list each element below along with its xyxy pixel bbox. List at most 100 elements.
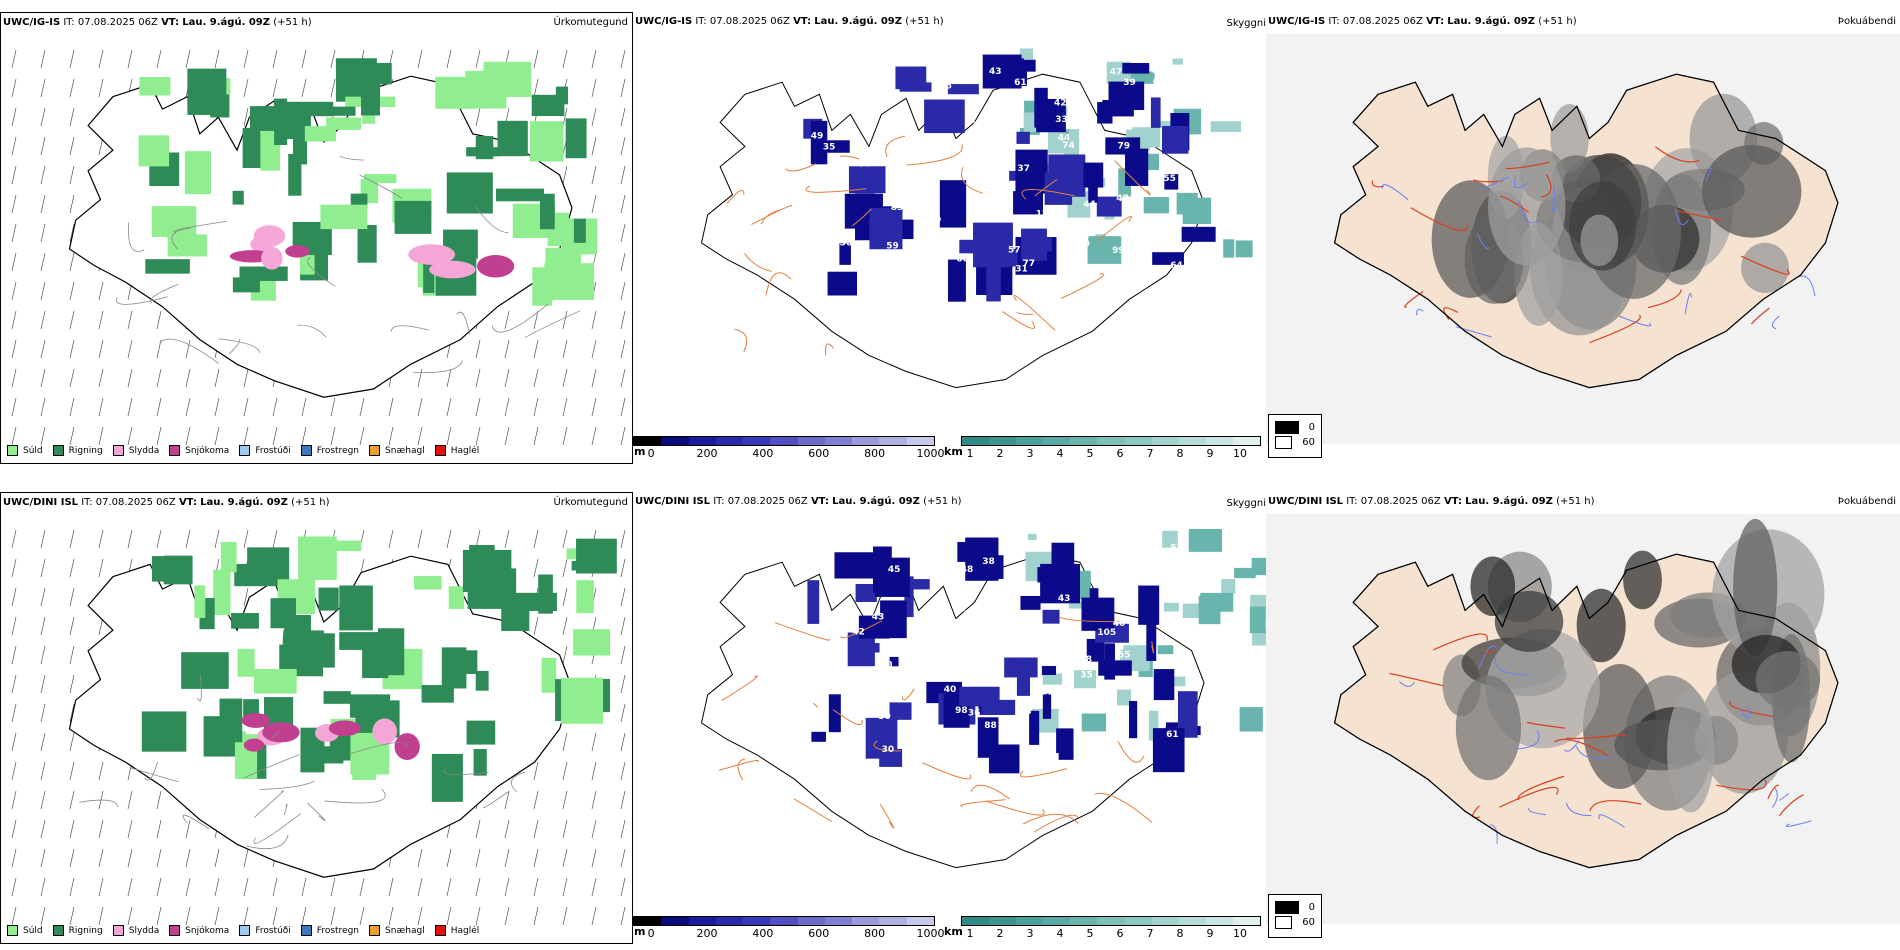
precip-cell <box>540 193 555 230</box>
wind-barb <box>504 819 510 839</box>
ceiling-cell <box>947 259 966 302</box>
road-line <box>128 222 145 252</box>
precip-cell <box>435 76 476 109</box>
cbar-tick: 9 <box>1206 447 1214 460</box>
ceiling-cell <box>811 731 826 742</box>
wind-barb <box>417 426 423 446</box>
wind-barb <box>562 790 568 810</box>
ceiling-cell <box>839 243 851 265</box>
road-line <box>413 360 463 373</box>
ceiling-cell <box>827 271 858 296</box>
wind-barb <box>330 49 336 69</box>
wind-barb <box>69 732 75 752</box>
wind-barb <box>562 906 568 926</box>
road-line <box>1566 733 1626 740</box>
ceiling-peak-label: 41 <box>816 170 829 180</box>
precip-cell <box>315 540 362 552</box>
ceiling-peak-label: 42 <box>927 188 940 198</box>
wind-barb <box>40 645 46 665</box>
wind-barb <box>272 529 278 549</box>
road-line <box>961 167 984 194</box>
legend-swatch <box>7 445 18 456</box>
ceiling-cell <box>981 699 1016 715</box>
wind-barb <box>156 790 162 810</box>
road-line <box>483 790 510 809</box>
river-line <box>1381 184 1409 201</box>
wind-barb <box>11 616 17 636</box>
cbar-tick: 0 <box>647 447 655 460</box>
wind-barb <box>272 906 278 926</box>
precip-cell <box>360 81 380 116</box>
wind-barb <box>156 49 162 69</box>
visibility-cell <box>1123 645 1155 653</box>
ceiling-peak-label: 42 <box>1054 99 1067 109</box>
ceiling-cell <box>855 583 877 602</box>
legend-item: Frostregn <box>300 445 359 456</box>
ceiling-peak-label: 36 <box>840 239 853 249</box>
wind-barb <box>562 529 568 549</box>
precip-cell <box>326 117 361 130</box>
road-line <box>1740 255 1790 275</box>
legend-label: Snæhagl <box>385 925 425 936</box>
road-line <box>1013 295 1056 331</box>
wind-barb <box>533 49 539 69</box>
ceiling-cell <box>1146 621 1157 661</box>
wind-barb <box>562 732 568 752</box>
wind-barb <box>475 906 481 926</box>
wind-barb <box>69 877 75 897</box>
precip-cell <box>239 266 288 281</box>
wind-barb <box>40 368 46 388</box>
ceiling-peak-label: 50 <box>808 752 821 762</box>
fog-blob <box>1576 588 1626 663</box>
ceiling-peak-label: 41 <box>862 276 875 286</box>
visibility-cell <box>1027 533 1037 541</box>
road-line <box>1094 792 1153 824</box>
wind-barb <box>156 397 162 417</box>
road-line <box>283 803 288 816</box>
ceiling-peak-label: 55 <box>1118 651 1131 661</box>
wind-barb <box>504 877 510 897</box>
ceiling-cell <box>807 580 820 624</box>
fog-blob <box>1494 590 1564 652</box>
wind-barb <box>98 426 104 446</box>
ceiling-peak-label: 48 <box>1152 67 1165 77</box>
legend-label: Súld <box>23 445 43 456</box>
wind-barb <box>504 310 510 330</box>
wind-barb <box>388 906 394 926</box>
ceiling-peak-label: 47 <box>1116 194 1129 204</box>
panel-title: Skyggni <box>1226 498 1266 509</box>
precip-cell <box>163 555 193 585</box>
river-line <box>1565 802 1592 817</box>
precip-cell <box>448 586 465 609</box>
wind-barb <box>98 529 104 549</box>
wind-barb <box>98 906 104 926</box>
wind-barb <box>620 587 626 607</box>
wind-barb <box>533 529 539 549</box>
ceiling-peak-label: 77 <box>1023 259 1036 269</box>
wind-barb <box>620 703 626 723</box>
wind-barb <box>562 761 568 781</box>
ceiling-cell <box>1009 170 1018 181</box>
ceiling-peak-label: 55 <box>1038 218 1051 228</box>
road-line <box>1019 768 1068 778</box>
wind-barb <box>40 558 46 578</box>
road-line <box>456 311 470 335</box>
road-line <box>1151 641 1154 654</box>
wind-barb <box>533 339 539 359</box>
legend-label: Frostúði <box>255 445 291 456</box>
wind-barb <box>562 107 568 127</box>
wind-barb <box>446 397 452 417</box>
legend-item: Slydda <box>112 445 159 456</box>
wind-barb <box>69 368 75 388</box>
wind-barb <box>69 761 75 781</box>
precip-cell <box>339 585 373 631</box>
ceiling-peak-label: 56 <box>879 74 892 84</box>
wind-barb <box>40 587 46 607</box>
wind-barb <box>562 339 568 359</box>
fog-blob <box>1455 675 1521 781</box>
ceiling-peak-label: 35 <box>800 550 813 560</box>
wind-barb <box>533 368 539 388</box>
cloud-panel-bottom: UWC/DINI ISL IT: 07.08.2025 06Z VT: Lau.… <box>1266 492 1900 944</box>
ceiling-cell <box>1016 131 1030 144</box>
river-line <box>1739 706 1750 719</box>
